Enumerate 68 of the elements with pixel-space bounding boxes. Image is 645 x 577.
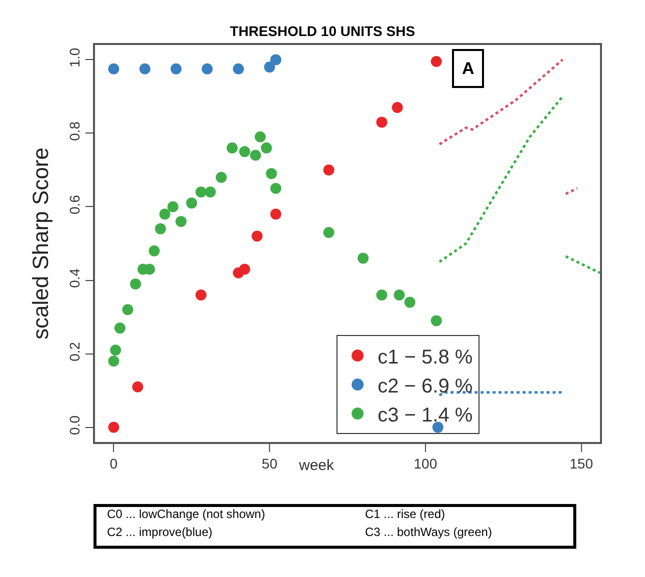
point — [195, 289, 206, 300]
point — [108, 356, 120, 367]
point — [159, 208, 170, 220]
text: C2 ... improve(blue) — [107, 525, 212, 539]
line-series — [438, 58, 564, 146]
point — [323, 164, 334, 176]
point — [254, 131, 266, 142]
point — [216, 172, 227, 183]
point — [186, 198, 198, 209]
point — [232, 63, 244, 74]
text: C0 ... lowChange (not shown) — [107, 507, 266, 521]
point — [202, 63, 213, 74]
point — [132, 381, 144, 392]
point — [266, 168, 277, 180]
y-tick-label: 0.8 — [66, 121, 83, 141]
point — [167, 201, 178, 212]
point — [239, 146, 250, 158]
point — [392, 102, 403, 113]
legend-label: c1 − 5.8 % — [378, 346, 473, 368]
point — [114, 322, 126, 334]
point — [430, 315, 442, 326]
y-tick-label: 1.0 — [66, 48, 83, 68]
point — [226, 142, 238, 154]
x-tick-label: 50 — [262, 456, 278, 472]
point — [358, 252, 369, 264]
point — [432, 422, 444, 433]
point — [110, 344, 122, 356]
point — [239, 264, 250, 275]
point — [264, 62, 276, 73]
x-axis-title: week — [298, 457, 335, 474]
point — [394, 289, 405, 300]
point — [270, 54, 282, 66]
point — [176, 216, 187, 227]
point — [270, 182, 282, 194]
y-axis-title: scaled Sharp Score — [28, 148, 53, 340]
chart-title: THRESHOLD 10 UNITS SHS — [230, 22, 416, 39]
point — [404, 296, 416, 308]
point — [148, 245, 160, 256]
text: C1 ... rise (red) — [365, 507, 446, 521]
point — [139, 63, 150, 74]
point — [195, 186, 206, 198]
x-tick-label: 150 — [570, 456, 594, 472]
point — [122, 304, 134, 316]
point — [204, 186, 216, 198]
point — [250, 150, 262, 161]
y-tick-label: 0.6 — [66, 194, 83, 214]
point — [323, 226, 334, 238]
point — [252, 230, 263, 242]
point — [430, 56, 442, 68]
x-tick-label: 0 — [110, 456, 118, 472]
point — [108, 422, 120, 433]
point — [170, 63, 182, 74]
point — [270, 208, 282, 220]
point — [376, 289, 388, 300]
text: C3 ... bothWays (green) — [365, 525, 492, 539]
point — [260, 142, 272, 154]
point — [108, 63, 120, 74]
x-tick-label: 100 — [414, 456, 438, 472]
y-tick-label: 0.4 — [66, 268, 83, 288]
legend-label: c3 − 1.4 % — [378, 404, 473, 426]
y-tick-label: 0.0 — [66, 415, 83, 435]
point — [130, 278, 142, 290]
y-tick-label: 0.2 — [66, 342, 83, 362]
point — [154, 223, 166, 234]
line-series — [438, 95, 564, 264]
annotation: A — [462, 59, 474, 78]
legend-label: c2 − 6.9 % — [378, 375, 473, 398]
point — [376, 116, 388, 128]
